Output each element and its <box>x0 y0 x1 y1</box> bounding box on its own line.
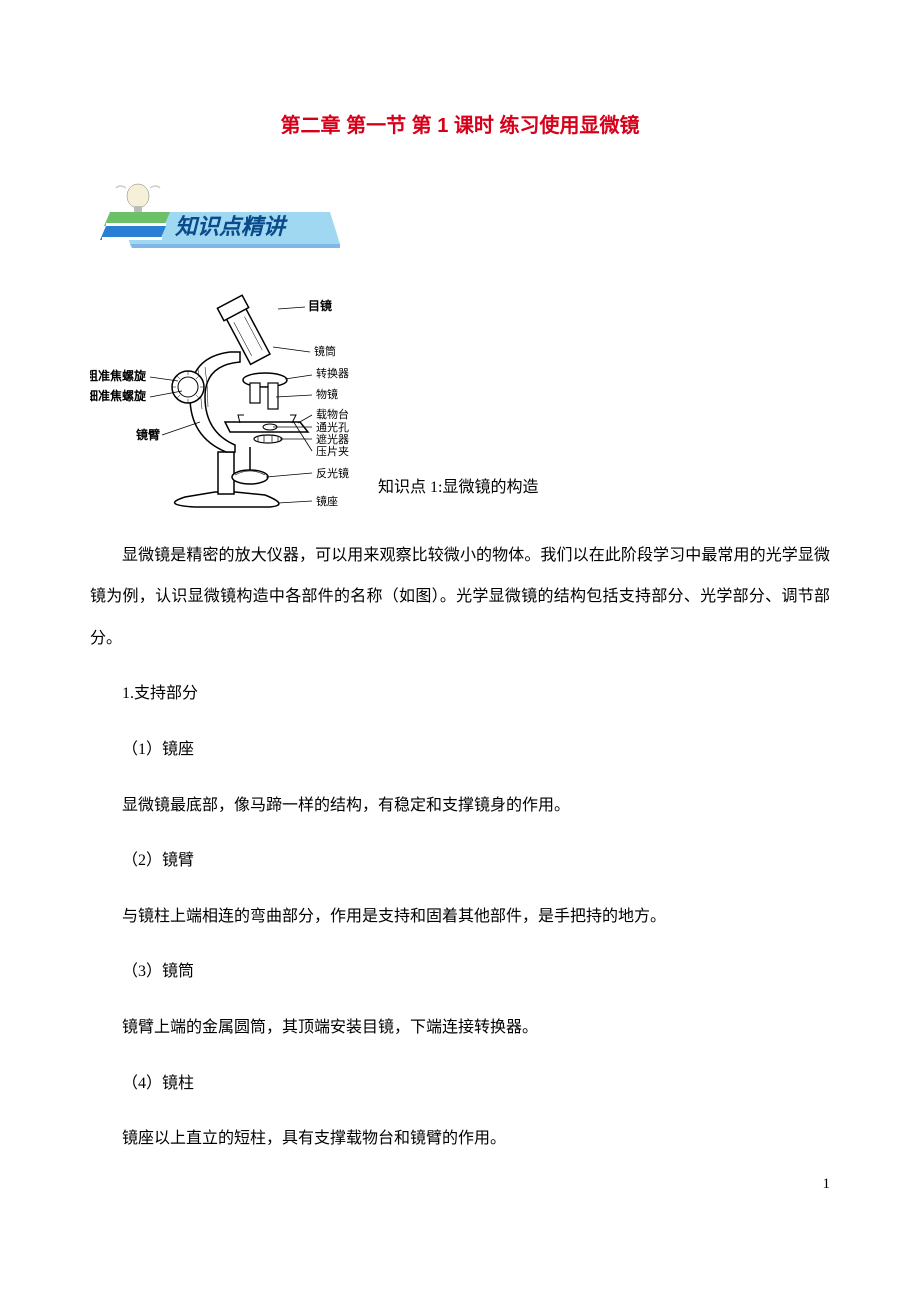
svg-text:物镜: 物镜 <box>316 387 338 401</box>
svg-text:镜座: 镜座 <box>316 494 338 508</box>
svg-text:载物台: 载物台 <box>316 407 349 421</box>
svg-text:知识点精讲: 知识点精讲 <box>174 214 288 239</box>
svg-text:镜臂: 镜臂 <box>136 427 160 442</box>
section-1-title: 1.支持部分 <box>90 673 830 715</box>
svg-text:压片夹: 压片夹 <box>316 445 349 458</box>
item-1-body: 显微镜最底部，像马蹄一样的结构，有稳定和支撑镜身的作用。 <box>90 785 830 827</box>
svg-text:通光孔: 通光孔 <box>316 420 349 434</box>
knowledge-banner: 知识点精讲 <box>90 182 350 262</box>
svg-text:反光镜: 反光镜 <box>316 466 349 480</box>
svg-text:遮光器: 遮光器 <box>316 432 349 446</box>
item-2-body: 与镜柱上端相连的弯曲部分，作用是支持和固着其他部件，是手把持的地方。 <box>90 896 830 938</box>
intro-paragraph: 显微镜是精密的放大仪器，可以用来观察比较微小的物体。我们以在此阶段学习中最常用的… <box>90 535 830 660</box>
item-3-body: 镜臂上端的金属圆筒，其顶端安装目镜，下端连接转换器。 <box>90 1007 830 1049</box>
item-1-head: （1）镜座 <box>90 729 830 771</box>
svg-text:转换器: 转换器 <box>316 366 349 380</box>
knowledge-point-1-label: 知识点 1:显微镜的构造 <box>370 467 538 517</box>
item-2-head: （2）镜臂 <box>90 840 830 882</box>
item-4-body: 镜座以上直立的短柱，具有支撑载物台和镜臂的作用。 <box>90 1118 830 1160</box>
microscope-diagram: 粗准焦螺旋 细准焦螺旋 镜臂 目镜 镜筒 转换器 物镜 载物台 通光孔 遮光器 … <box>90 287 370 517</box>
svg-text:镜筒: 镜筒 <box>314 344 336 358</box>
page-number: 1 <box>823 1165 831 1204</box>
svg-text:粗准焦螺旋: 粗准焦螺旋 <box>90 368 147 383</box>
item-3-head: （3）镜筒 <box>90 951 830 993</box>
chapter-title: 第二章 第一节 第 1 课时 练习使用显微镜 <box>90 100 830 152</box>
item-4-head: （4）镜柱 <box>90 1063 830 1105</box>
svg-text:目镜: 目镜 <box>308 298 332 313</box>
svg-text:细准焦螺旋: 细准焦螺旋 <box>90 388 147 403</box>
